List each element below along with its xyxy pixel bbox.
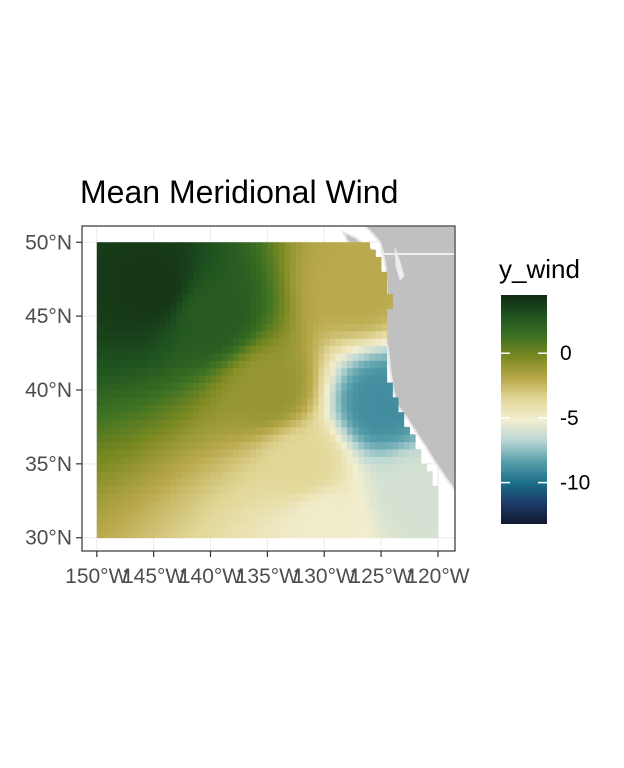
x-tick-label: 140°W — [179, 565, 242, 588]
x-tick-label: 135°W — [236, 565, 299, 588]
wind-field — [96, 242, 439, 539]
legend-tick-label: -10 — [560, 472, 590, 495]
y-axis: 30°N 35°N 40°N 45°N 50°N — [25, 231, 82, 550]
x-tick-label: 150°W — [65, 565, 128, 588]
puget-sound — [394, 247, 405, 281]
legend-colorbar — [501, 295, 547, 524]
legend-tick-label: -5 — [560, 407, 579, 430]
chart-title: Mean Meridional Wind — [80, 174, 398, 210]
y-tick-label: 50°N — [25, 231, 72, 254]
x-tick-label: 145°W — [122, 565, 185, 588]
x-tick-label: 125°W — [349, 565, 412, 588]
x-tick-label: 130°W — [293, 565, 356, 588]
y-tick-label: 30°N — [25, 527, 72, 550]
map-panel — [81, 225, 456, 552]
y-tick-label: 45°N — [25, 305, 72, 328]
x-tick-label: 120°W — [406, 565, 469, 588]
legend: y_wind 0 -5 -10 — [499, 254, 590, 524]
y-tick-label: 40°N — [25, 379, 72, 402]
legend-title: y_wind — [499, 254, 580, 284]
land-north-america — [363, 226, 455, 492]
legend-tick-label: 0 — [560, 342, 572, 365]
panel-border — [81, 225, 456, 552]
legend-ticks: 0 -5 -10 — [501, 342, 590, 495]
y-tick-label: 35°N — [25, 453, 72, 476]
